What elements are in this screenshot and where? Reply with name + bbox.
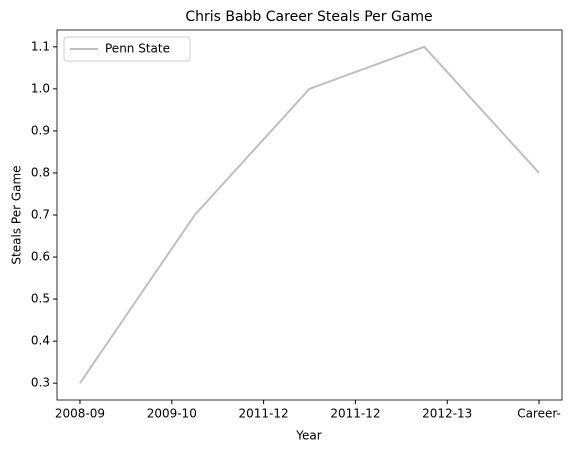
y-tick-label: 0.3: [31, 376, 50, 390]
x-tick-label: 2011-12: [239, 407, 289, 421]
y-tick-label: 0.8: [31, 165, 50, 179]
y-tick-label: 0.7: [31, 208, 50, 222]
line-series: [79, 45, 540, 384]
legend-label: Penn State: [105, 42, 170, 56]
y-axis-label: Steals Per Game: [10, 165, 24, 264]
y-tick-label: 0.4: [31, 334, 50, 348]
y-tick-label: 0.6: [31, 250, 50, 264]
x-axis-label: Year: [295, 429, 321, 443]
axes-frame: [56, 29, 563, 401]
y-tick-label: 1.0: [31, 81, 50, 95]
y-tick-label: 0.5: [31, 292, 50, 306]
x-tick-label: 2008-09: [55, 407, 105, 421]
y-tick-label: 1.1: [31, 39, 50, 53]
x-tick-label: 2012-13: [422, 407, 472, 421]
x-tick-label: Career-: [517, 407, 561, 421]
legend-box: [63, 36, 191, 62]
x-tick-label: 2011-12: [330, 407, 380, 421]
x-tick-label: 2009-10: [147, 407, 197, 421]
chart-title: Chris Babb Career Steals Per Game: [185, 9, 432, 25]
y-tick-label: 0.9: [31, 123, 50, 137]
